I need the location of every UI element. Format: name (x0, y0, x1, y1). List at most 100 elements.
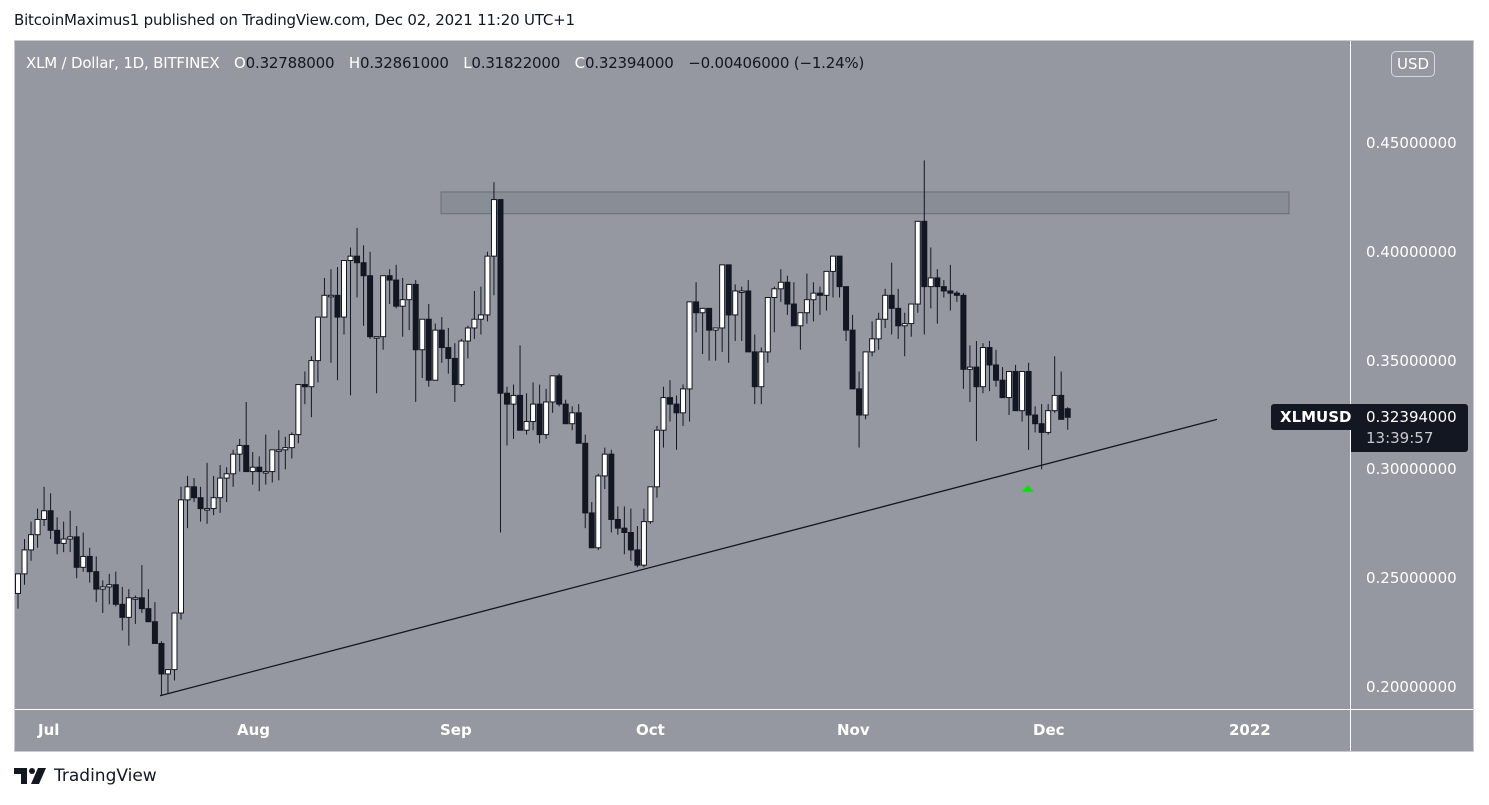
candle-down (745, 290, 752, 353)
candle-up (21, 549, 28, 575)
candle-up (178, 499, 184, 614)
candle-down (158, 642, 165, 675)
footer-brand: TradingView (14, 766, 157, 786)
candle-up (510, 394, 517, 405)
candle-up (680, 388, 687, 414)
ascending-trendline (159, 418, 1218, 697)
candle-down (1058, 394, 1065, 420)
symbol-title: XLM / Dollar, 1D, BITFINEX (26, 54, 220, 72)
candle-down (386, 275, 393, 281)
candle-up (249, 466, 256, 473)
candle-down (940, 286, 947, 292)
candle-up (308, 360, 315, 388)
candle-up (640, 521, 647, 566)
candle-up (184, 486, 191, 501)
price-axis-label: 0.25000000 (1366, 569, 1457, 587)
candle-up (236, 444, 243, 455)
candle-up (549, 375, 556, 403)
low-label: L (463, 54, 472, 72)
candle-up (686, 301, 693, 390)
candle-down (849, 329, 856, 390)
brand-name: TradingView (54, 766, 157, 786)
candle-up (810, 292, 817, 301)
candle-up (569, 412, 576, 425)
candle-down (1038, 423, 1045, 433)
candle-up (99, 586, 106, 590)
price-axis-label: 0.30000000 (1366, 460, 1457, 478)
candle-up (347, 255, 354, 262)
candle-up (262, 471, 269, 474)
candle-up (484, 255, 491, 316)
candle-up (295, 384, 302, 436)
candle-down (354, 255, 361, 264)
price-axis-label: 0.35000000 (1366, 352, 1457, 370)
time-axis-divider (15, 709, 1473, 710)
candle-up (490, 199, 497, 257)
candle-up (719, 264, 726, 329)
candle-up (373, 336, 380, 339)
change-value: −0.00406000 (−1.24%) (688, 54, 865, 72)
candle-down (836, 255, 843, 288)
currency-button[interactable]: USD (1391, 51, 1435, 77)
candle-up (914, 220, 921, 305)
high-value: 0.32861000 (360, 54, 449, 72)
candle-down (412, 283, 419, 351)
candle-up (464, 327, 471, 342)
candle-up (927, 277, 934, 288)
tradingview-logo-icon (14, 768, 46, 784)
candle-down (856, 388, 863, 416)
candle-up (966, 366, 973, 370)
candle-down (673, 403, 680, 414)
candle-up (901, 323, 908, 327)
candle-up (41, 510, 48, 520)
candle-down (497, 199, 504, 394)
candle-up (1045, 410, 1052, 433)
candle-down (393, 279, 400, 307)
candle-up (823, 270, 830, 296)
time-axis-label: Nov (837, 721, 870, 739)
candlestick-plot[interactable] (15, 41, 1350, 709)
candle-down (556, 375, 563, 405)
candle-down (256, 466, 263, 473)
price-axis-label: 0.20000000 (1366, 678, 1457, 696)
candle-up (758, 351, 765, 388)
price-axis-label: 0.45000000 (1366, 134, 1457, 152)
candle-down (725, 264, 732, 316)
candle-down (138, 597, 145, 610)
candle-up (830, 255, 836, 272)
candle-up (699, 307, 706, 314)
candle-up (269, 449, 276, 473)
candle-down (784, 281, 791, 305)
candle-down (588, 512, 595, 549)
candle-down (621, 527, 628, 534)
candle-up (882, 294, 889, 320)
candle-up (223, 473, 230, 479)
candle-up (601, 453, 608, 477)
candle-up (732, 290, 739, 316)
candle-up (797, 312, 804, 327)
candle-down (360, 262, 367, 277)
open-label: O (234, 54, 246, 72)
candle-down (112, 584, 119, 605)
candle-up (477, 314, 484, 320)
candle-up (288, 434, 295, 449)
up-arrow-marker-icon (1022, 484, 1034, 492)
candle-up (471, 318, 478, 329)
candle-down (243, 444, 250, 473)
candle-up (406, 283, 413, 301)
chart-pane[interactable] (14, 40, 1474, 752)
time-axis-label: Jul (38, 721, 60, 739)
candle-up (327, 294, 334, 298)
candle-up (204, 508, 211, 511)
candle-up (380, 275, 387, 338)
candle-down (667, 397, 673, 405)
resistance-zone (440, 191, 1290, 215)
candle-down (451, 357, 458, 386)
candle-up (647, 486, 654, 523)
last-price-tag: 0.32394000 13:39:57 (1351, 404, 1468, 452)
candle-up (171, 612, 178, 671)
candle-up (210, 497, 217, 510)
candle-down (895, 307, 902, 327)
candle-up (164, 669, 171, 675)
candle-up (282, 447, 289, 451)
